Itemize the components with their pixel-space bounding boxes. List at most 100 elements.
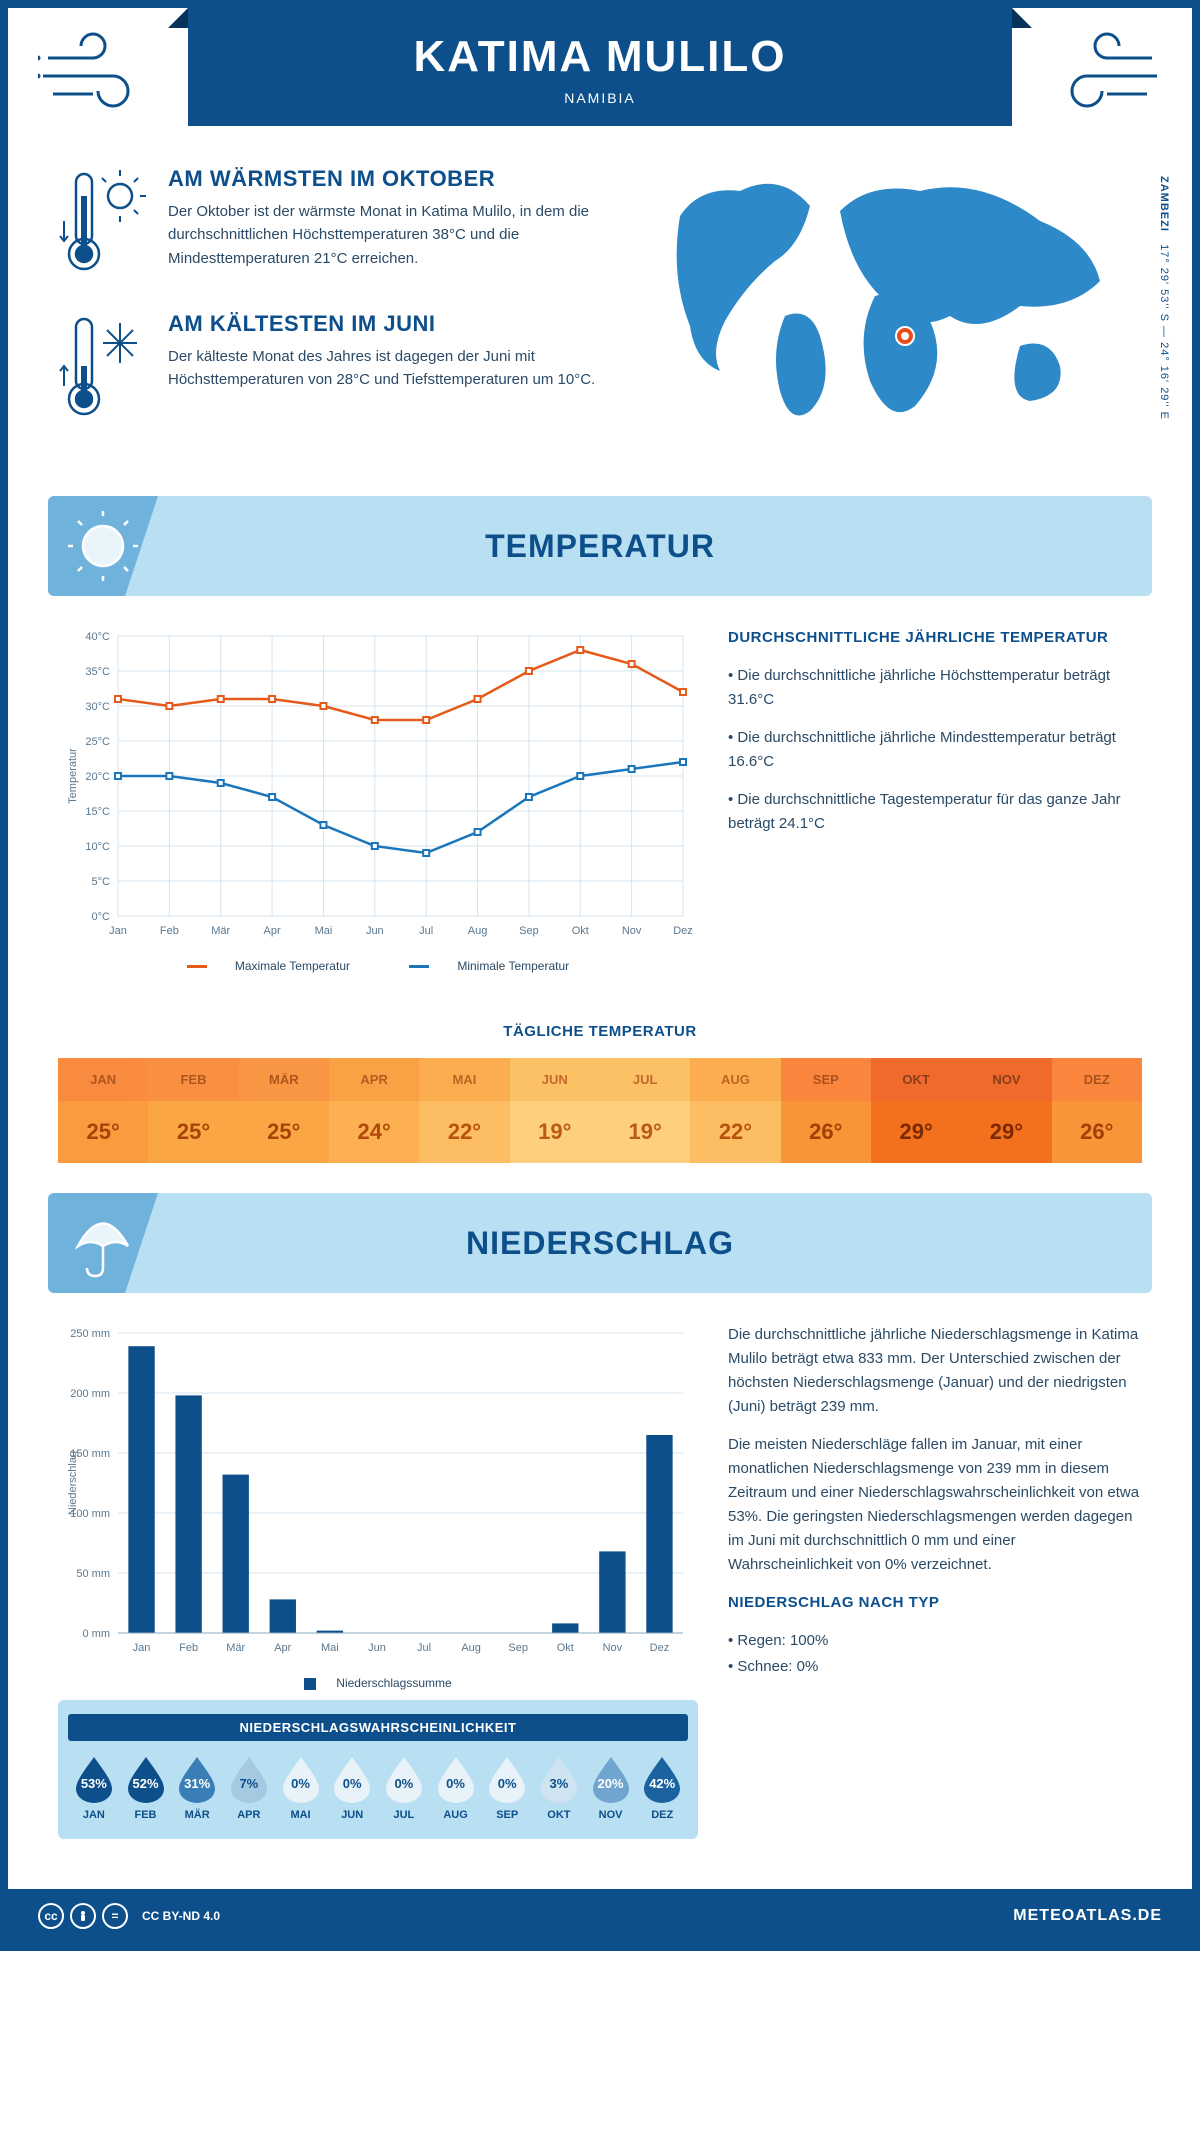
svg-text:Feb: Feb [179,1642,198,1654]
prob-title: NIEDERSCHLAGSWAHRSCHEINLICHKEIT [68,1714,688,1741]
svg-text:15°C: 15°C [85,806,110,818]
svg-text:10°C: 10°C [85,841,110,853]
svg-text:Mai: Mai [315,925,333,937]
svg-text:Mär: Mär [226,1642,245,1654]
svg-text:20°C: 20°C [85,771,110,783]
svg-text:Okt: Okt [557,1642,574,1654]
prob-col: 53% JAN [68,1755,120,1821]
svg-text:50 mm: 50 mm [76,1568,110,1580]
prob-col: 3% OKT [533,1755,585,1821]
prob-col: 0% JUL [378,1755,430,1821]
temperature-chart: 0°C5°C10°C15°C20°C25°C30°C35°C40°CJanFeb… [58,626,698,973]
warmest-title: AM WÄRMSTEN IM OKTOBER [168,166,610,192]
daily-col: MÄR 25° [239,1058,329,1163]
prob-col: 52% FEB [120,1755,172,1821]
svg-text:Aug: Aug [468,925,488,937]
daily-col: APR 24° [329,1058,419,1163]
svg-text:Dez: Dez [673,925,693,937]
svg-text:Jul: Jul [419,925,433,937]
thermometer-hot-icon [58,166,148,281]
license-text: CC BY-ND 4.0 [142,1909,220,1923]
svg-text:Apr: Apr [264,925,281,937]
svg-text:25°C: 25°C [85,736,110,748]
temp-info-3: • Die durchschnittliche Tagestemperatur … [728,788,1142,836]
svg-text:40°C: 40°C [85,631,110,643]
coldest-title: AM KÄLTESTEN IM JUNI [168,311,610,337]
prob-col: 0% MAI [275,1755,327,1821]
precip-text-1: Die durchschnittliche jährliche Niedersc… [728,1323,1142,1419]
svg-text:Mai: Mai [321,1642,339,1654]
temperature-banner: TEMPERATUR [48,496,1152,596]
prob-col: 0% AUG [430,1755,482,1821]
svg-text:Dez: Dez [650,1642,670,1654]
svg-text:30°C: 30°C [85,701,110,713]
temperature-legend: Maximale Temperatur Minimale Temperatur [58,959,698,973]
daily-col: MAI 22° [419,1058,509,1163]
page-subtitle: NAMIBIA [188,90,1012,106]
page-title: KATIMA MULILO [188,32,1012,82]
svg-text:Mär: Mär [211,925,230,937]
prob-col: 0% JUN [326,1755,378,1821]
daily-temp-table: JAN 25° FEB 25° MÄR 25° APR 24° MAI 22° … [58,1058,1142,1163]
svg-text:Okt: Okt [572,925,589,937]
thermometer-cold-icon [58,311,148,426]
world-map-block: ZAMBEZI 17° 29' 53'' S — 24° 16' 29'' E [640,166,1142,456]
svg-text:Jan: Jan [133,1642,151,1654]
svg-text:Aug: Aug [461,1642,481,1654]
precip-type-1: • Regen: 100% [728,1629,1142,1653]
precip-type-2: • Schnee: 0% [728,1655,1142,1679]
svg-text:0°C: 0°C [92,911,111,923]
svg-text:5°C: 5°C [92,876,111,888]
map-marker-icon [896,327,914,345]
warmest-block: AM WÄRMSTEN IM OKTOBER Der Oktober ist d… [58,166,610,281]
world-map-icon [640,166,1120,426]
svg-text:Sep: Sep [519,925,539,937]
svg-text:Temperatur: Temperatur [67,748,79,804]
svg-text:Jun: Jun [368,1642,386,1654]
precipitation-probability-box: NIEDERSCHLAGSWAHRSCHEINLICHKEIT 53% JAN … [58,1700,698,1839]
svg-text:Apr: Apr [274,1642,291,1654]
daily-col: FEB 25° [148,1058,238,1163]
precip-type-title: NIEDERSCHLAG NACH TYP [728,1591,1142,1615]
infographic-page: KATIMA MULILO NAMIBIA AM WÄRMSTEN IM OKT… [0,0,1200,1951]
svg-text:Niederschlag: Niederschlag [67,1451,79,1515]
prob-col: 42% DEZ [636,1755,688,1821]
daily-col: JAN 25° [58,1058,148,1163]
wind-icon-right [1042,28,1162,118]
svg-text:Sep: Sep [508,1642,528,1654]
coordinates-label: ZAMBEZI 17° 29' 53'' S — 24° 16' 29'' E [1158,176,1170,420]
daily-col: NOV 29° [961,1058,1051,1163]
svg-text:Jul: Jul [417,1642,431,1654]
prob-col: 7% APR [223,1755,275,1821]
precipitation-section-title: NIEDERSCHLAG [466,1225,734,1262]
by-icon [70,1903,96,1929]
coldest-text: Der kälteste Monat des Jahres ist dagege… [168,345,610,392]
daily-col: JUL 19° [600,1058,690,1163]
precipitation-legend: Niederschlagssumme [58,1676,698,1690]
umbrella-icon [48,1193,158,1293]
daily-col: OKT 29° [871,1058,961,1163]
cc-icon: cc [38,1903,64,1929]
precip-text-2: Die meisten Niederschläge fallen im Janu… [728,1433,1142,1577]
daily-col: AUG 22° [690,1058,780,1163]
sun-icon [48,496,158,596]
svg-text:Jun: Jun [366,925,384,937]
warmest-text: Der Oktober ist der wärmste Monat in Kat… [168,200,610,270]
prob-col: 31% MÄR [171,1755,223,1821]
temp-info-2: • Die durchschnittliche jährliche Mindes… [728,726,1142,774]
site-name: METEOATLAS.DE [1013,1907,1162,1925]
svg-text:Feb: Feb [160,925,179,937]
svg-text:35°C: 35°C [85,666,110,678]
footer: cc = CC BY-ND 4.0 METEOATLAS.DE [8,1889,1192,1943]
coldest-block: AM KÄLTESTEN IM JUNI Der kälteste Monat … [58,311,610,426]
precipitation-chart: 0 mm50 mm100 mm150 mm200 mm250 mmJanFebM… [58,1323,698,1839]
temperature-section-title: TEMPERATUR [485,528,715,565]
daily-col: JUN 19° [510,1058,600,1163]
daily-col: SEP 26° [781,1058,871,1163]
prob-col: 0% SEP [481,1755,533,1821]
svg-text:0 mm: 0 mm [83,1628,111,1640]
nd-icon: = [102,1903,128,1929]
precipitation-banner: NIEDERSCHLAG [48,1193,1152,1293]
temp-info-1: • Die durchschnittliche jährliche Höchst… [728,664,1142,712]
precipitation-info: Die durchschnittliche jährliche Niedersc… [728,1323,1142,1839]
